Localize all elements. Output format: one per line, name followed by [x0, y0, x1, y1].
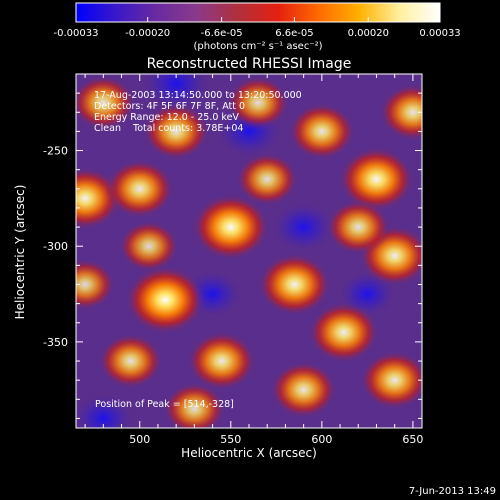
x-axis-label: Heliocentric X (arcsec)	[181, 446, 317, 460]
emission-source	[76, 75, 136, 131]
emission-source	[257, 253, 332, 316]
colorbar-tick-label: -0.00033	[54, 28, 99, 39]
emission-source	[270, 361, 338, 419]
colorbar-tick-label: 6.6e-05	[275, 28, 313, 39]
axis-ticks	[76, 73, 422, 428]
x-tick-label: 600	[311, 433, 332, 446]
x-tick-label: 650	[402, 433, 423, 446]
colorbar-ticks: -0.00033 -0.00020 -6.6e-05 6.6e-05 0.00020 0.…	[54, 17, 461, 39]
emission-source	[191, 194, 270, 261]
colorbar-tick-label: -6.6e-05	[201, 28, 243, 39]
y-tick-label: -300	[43, 240, 68, 253]
x-tick-label: 550	[220, 433, 241, 446]
colorbar-tick-label: -0.00020	[125, 28, 170, 39]
y-tick-label: -350	[43, 336, 68, 349]
emission-source	[125, 265, 206, 334]
x-tick-label: 500	[129, 433, 150, 446]
emission-source	[163, 382, 226, 428]
annotation-block: 17-Aug-2003 13:14:50.000 to 13:20:50.000…	[94, 90, 302, 134]
emission-source	[98, 333, 163, 389]
y-tick-label: -250	[43, 145, 68, 158]
emission-source	[338, 147, 415, 212]
emission-source	[288, 103, 356, 160]
annotation-time-range: 17-Aug-2003 13:14:50.000 to 13:20:50.000	[94, 90, 302, 101]
emission-source	[325, 199, 391, 255]
footer-timestamp: 7-Jun-2013 13:49	[409, 486, 496, 497]
emission-source	[379, 83, 422, 141]
emission-source	[187, 331, 257, 391]
negative-region	[270, 200, 337, 254]
y-axis-label: Heliocentric Y (arcsec)	[13, 185, 27, 320]
emission-source	[360, 350, 422, 410]
emission-source	[105, 159, 175, 219]
colorbar	[75, 2, 441, 23]
annotation-detectors: Detectors: 4F 5F 6F 7F 8F, Att 0	[94, 101, 245, 112]
negative-region	[76, 392, 136, 428]
annotation-total-counts: Clean Total counts: 3.78E+04	[94, 123, 243, 134]
colorbar-tick-label: 0.00033	[419, 28, 460, 39]
emission-source	[308, 302, 380, 363]
tick-labels: 500 550 600 650 -250 -300 -350	[43, 145, 423, 446]
emission-source	[226, 76, 290, 130]
colorbar-unit-label: (photons cm⁻² s⁻¹ asec⁻²)	[193, 41, 322, 52]
chart-title: Reconstructed RHESSI Image	[147, 56, 352, 72]
negative-region	[140, 74, 213, 113]
heatmap-image	[76, 74, 422, 428]
emission-source	[142, 103, 210, 160]
annotation-energy-range: Energy Range: 12.0 - 25.0 keV	[94, 112, 239, 123]
emission-source	[76, 258, 116, 311]
emission-source	[118, 220, 179, 272]
colorbar-tick-label: 0.00020	[348, 28, 389, 39]
emission-source	[236, 152, 299, 206]
peak-position-label: Position of Peak = [514,-328]	[95, 399, 234, 410]
